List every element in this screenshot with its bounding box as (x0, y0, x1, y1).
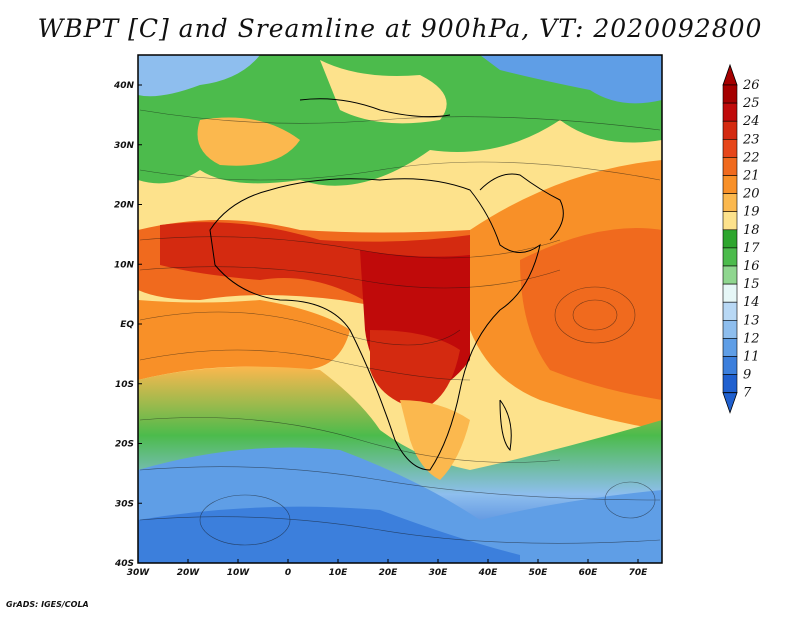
colorbar-label: 7 (743, 386, 752, 401)
colorbar-label: 13 (743, 313, 760, 328)
colorbar-label: 24 (742, 114, 760, 129)
lon-tick-label: 50E (529, 568, 549, 578)
lon-tick-label: 60E (579, 568, 599, 578)
colorbar-label: 9 (743, 368, 751, 383)
colorbar-swatch (722, 319, 738, 339)
colorbar-label: 25 (742, 96, 760, 111)
colorbar-label: 17 (743, 241, 760, 256)
colorbar-label: 26 (742, 78, 760, 93)
colorbar-swatch (722, 175, 738, 194)
lat-tick-label: 30N (114, 141, 135, 151)
colorbar-swatch (722, 157, 738, 176)
colorbar-bottom-arrow (722, 392, 738, 414)
colorbar-label: 20 (742, 187, 760, 202)
lat-tick-label: 20N (114, 201, 135, 211)
lat-tick-label: 10N (114, 260, 135, 270)
colorbar-swatch (722, 356, 738, 375)
colorbar: 26 25 24 23 22 21 20 19 18 17 16 15 14 13 12 11 9 7 (722, 63, 760, 414)
colorbar-swatch (722, 338, 738, 357)
colorbar-label: 11 (743, 350, 760, 365)
colorbar-swatch (722, 193, 738, 213)
colorbar-label: 14 (743, 295, 760, 310)
lat-tick-label: 40S (114, 559, 134, 569)
colorbar-label: 23 (742, 132, 760, 147)
lon-tick-label: 30W (127, 568, 151, 578)
lon-tick-label: 0 (285, 568, 291, 578)
lat-tick-label: EQ (120, 320, 134, 330)
colorbar-swatch (722, 247, 738, 267)
colorbar-label: 12 (743, 331, 760, 346)
colorbar-swatch (722, 102, 738, 122)
lon-tick-label: 40E (478, 568, 499, 578)
colorbar-label: 19 (743, 205, 760, 220)
colorbar-swatch (722, 120, 738, 140)
colorbar-label: 22 (742, 150, 760, 165)
lon-tick-label: 10W (227, 568, 251, 578)
colorbar-label: 16 (743, 259, 760, 274)
colorbar-top-arrow (722, 63, 738, 86)
lon-tick-label: 10E (329, 568, 349, 578)
colorbar-swatch (722, 84, 738, 104)
credit-text: GrADS: IGES/COLA (6, 600, 89, 609)
wbpt-field (138, 55, 662, 563)
colorbar-label: 21 (742, 169, 760, 184)
colorbar-swatch (722, 265, 738, 285)
lon-tick-label: 30E (429, 568, 449, 578)
colorbar-swatch (722, 301, 738, 321)
colorbar-swatch (722, 139, 738, 158)
colorbar-swatch (722, 374, 738, 394)
lat-tick-label: 10S (115, 380, 134, 390)
colorbar-swatch (722, 211, 738, 231)
lat-tick-label: 30S (115, 499, 134, 509)
map-frame (137, 54, 663, 564)
lat-tick-label: 20S (115, 440, 134, 450)
colorbar-swatch (722, 229, 738, 249)
chart-title: WBPT [C] and Sreamline at 900hPa, VT: 20… (37, 14, 763, 43)
colorbar-label: 15 (743, 277, 760, 292)
lon-tick-label: 70E (629, 568, 649, 578)
lon-tick-label: 20W (177, 568, 201, 578)
lat-tick-label: 40N (113, 81, 135, 91)
colorbar-swatch (722, 283, 738, 303)
colorbar-label: 18 (743, 223, 760, 238)
lon-tick-label: 20E (379, 568, 399, 578)
